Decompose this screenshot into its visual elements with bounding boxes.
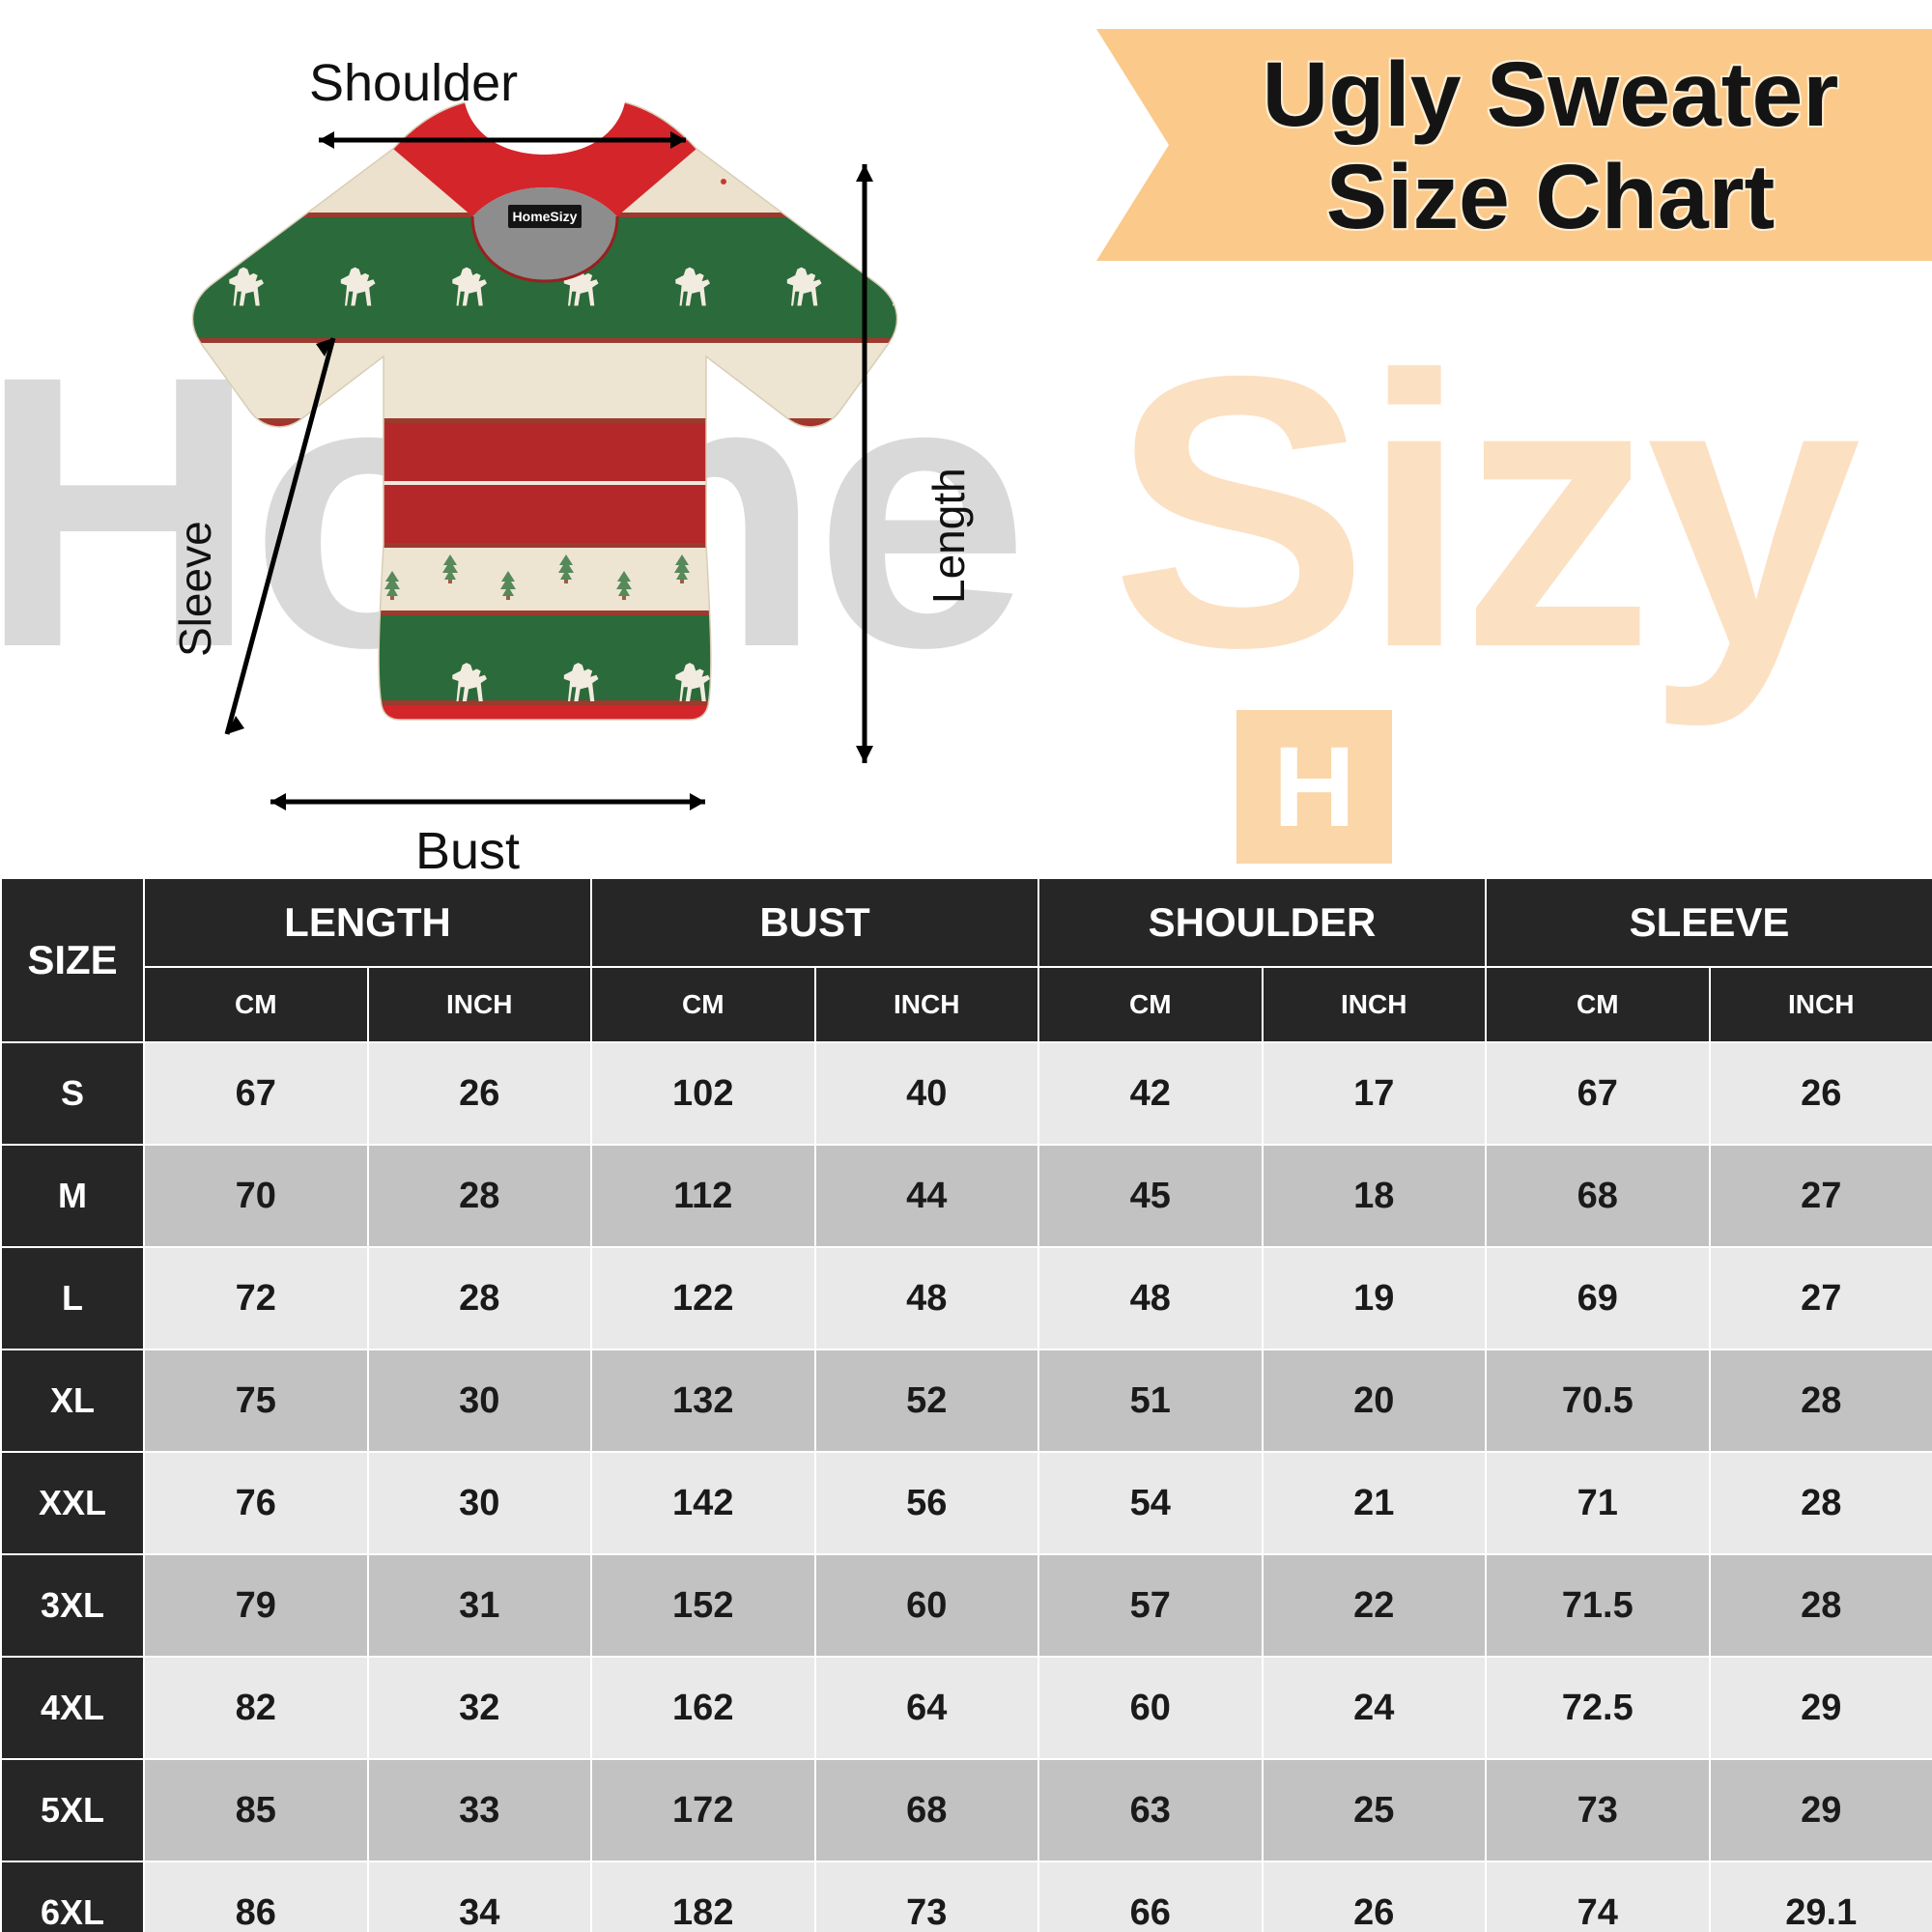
svg-text:HomeSizy: HomeSizy (513, 209, 578, 224)
